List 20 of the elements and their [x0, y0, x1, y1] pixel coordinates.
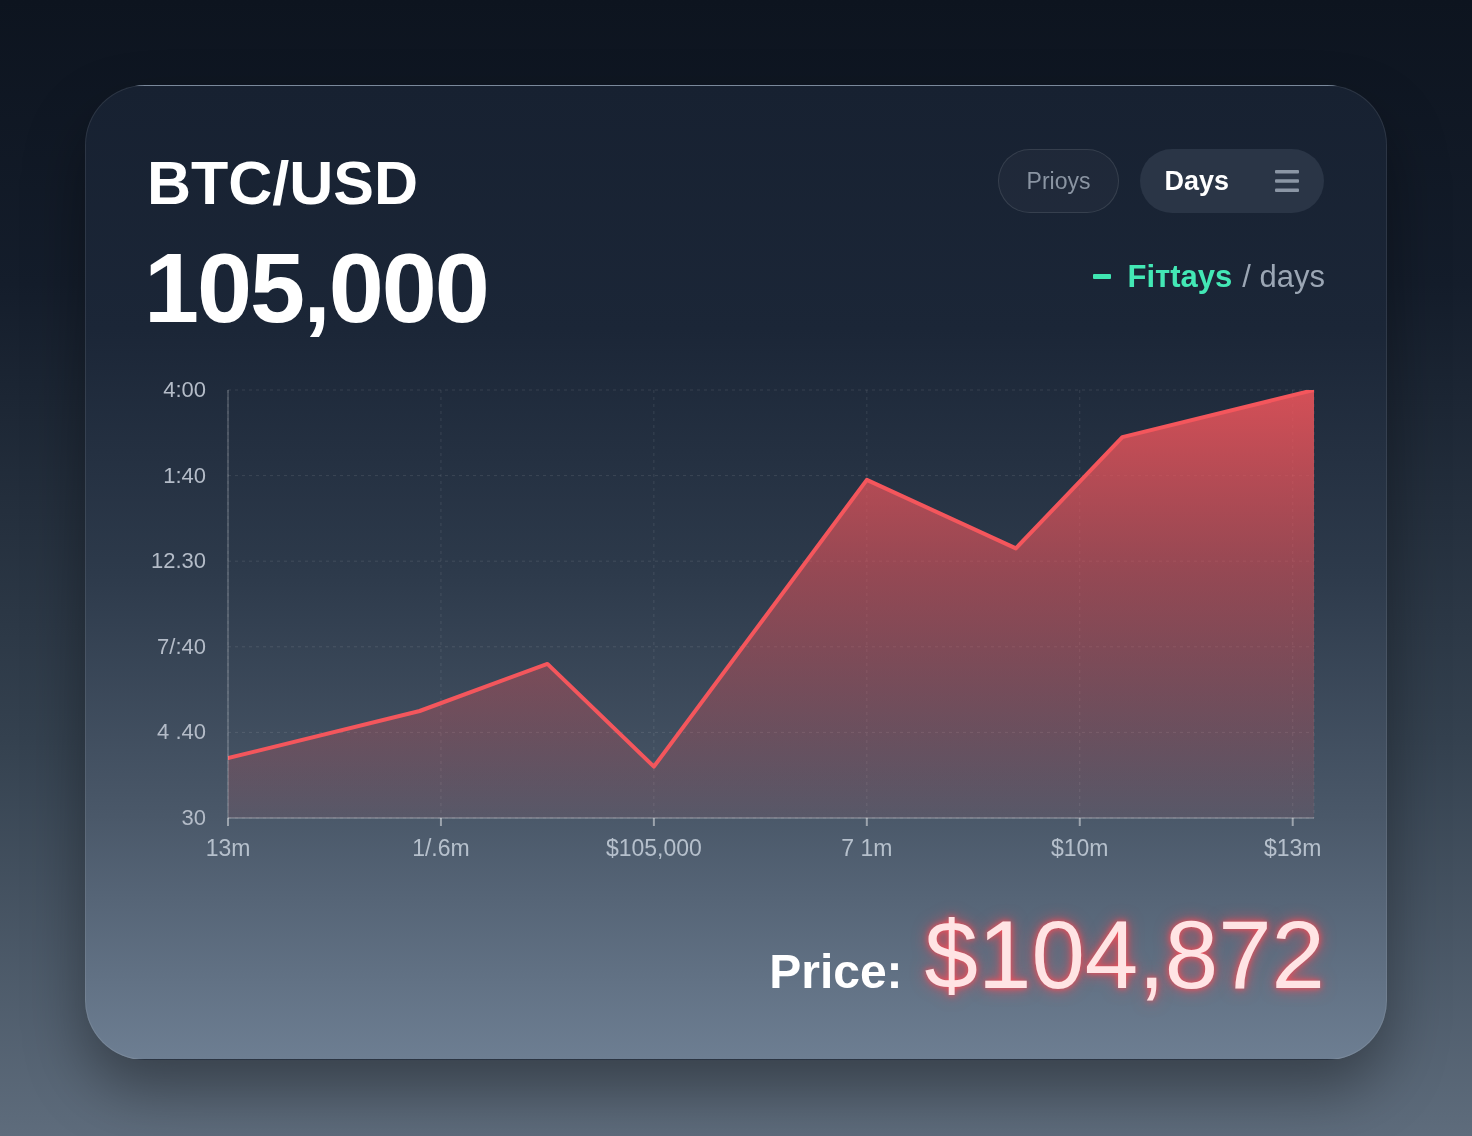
- text: / days: [1242, 259, 1325, 294]
- x-tick-label: $10m: [1050, 835, 1109, 862]
- x-tick-label: $105,000: [605, 835, 702, 862]
- text: 30: [181, 805, 206, 830]
- text: $104,872: [924, 901, 1325, 1008]
- x-tick-label: $13m: [1263, 835, 1322, 862]
- text: 12.30: [150, 548, 206, 574]
- x-tick-label: 1/.6m: [412, 835, 470, 862]
- x-tick-label: 7 1m: [841, 835, 893, 862]
- chart-subtitle: 105,000: [144, 232, 488, 343]
- x-tick-label: 13m: [205, 835, 251, 862]
- chart-title: BTC/USD: [147, 149, 419, 217]
- text: 7/:40: [157, 633, 206, 659]
- text: Fiтtays: [1127, 259, 1233, 294]
- toggle-button: Days: [1140, 149, 1324, 213]
- text: 4:00: [163, 377, 206, 402]
- text: Price:: [769, 945, 903, 998]
- toggle-button: Prioys: [997, 149, 1120, 213]
- text: 1:40: [163, 462, 206, 488]
- text: 4 .40: [157, 719, 206, 745]
